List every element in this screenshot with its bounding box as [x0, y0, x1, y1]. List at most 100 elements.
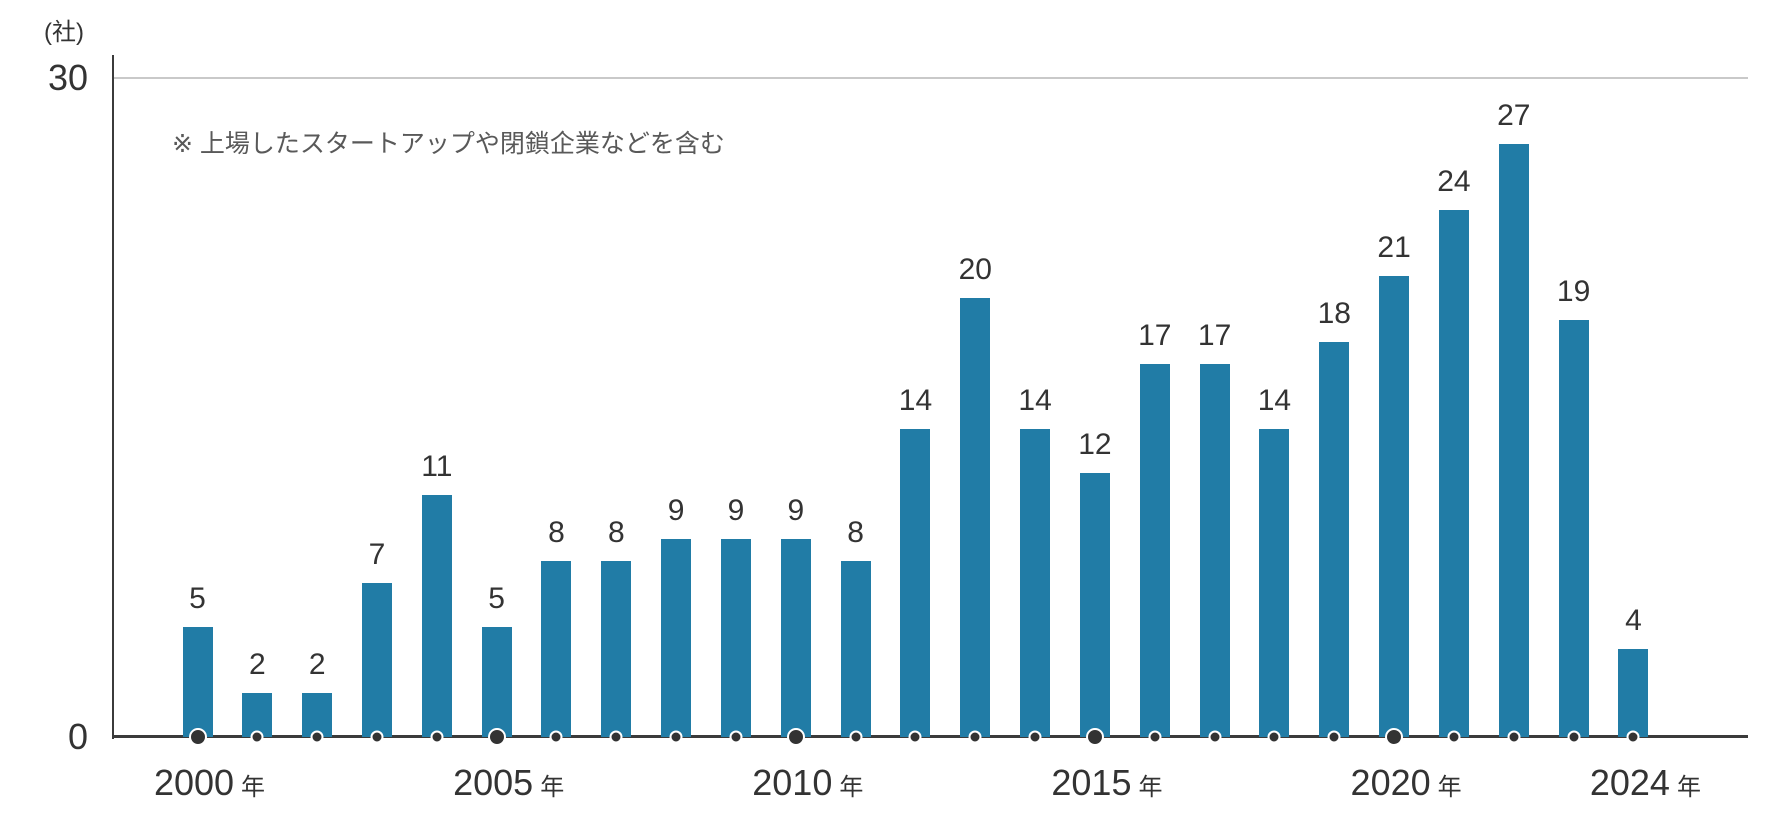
bar-2003	[361, 583, 392, 737]
axis-major-dot-2020	[1385, 727, 1404, 746]
y-axis-tick-30: 30	[47, 57, 88, 98]
x-tick-label-2005: 2005 年	[453, 763, 564, 803]
bar-2007	[601, 561, 632, 737]
bar-value-label-2023: 19	[1556, 275, 1591, 308]
bar-2011	[840, 561, 871, 737]
axis-dot-2009	[729, 730, 743, 743]
bar-value-label-2014: 14	[1018, 384, 1052, 417]
axis-dot-2017	[1208, 730, 1222, 743]
bar-value-label-2015: 12	[1078, 428, 1112, 461]
bar-2002	[302, 693, 333, 737]
axis-dot-2001	[250, 730, 264, 743]
x-tick-year-suffix: 年	[1437, 774, 1462, 801]
bar-2008	[661, 539, 692, 737]
axis-major-dot-2000	[188, 727, 207, 746]
axis-dot-2013	[968, 730, 982, 743]
bar-2004	[421, 495, 452, 737]
x-tick-label-2000: 2000 年	[154, 763, 265, 803]
axis-dot-2004	[430, 730, 444, 743]
bar-value-label-2011: 8	[847, 516, 864, 549]
bar-2015	[1079, 473, 1110, 737]
bar-2006	[541, 561, 572, 737]
x-tick-label-2024: 2024 年	[1590, 763, 1701, 803]
bar-value-label-2009: 9	[727, 494, 745, 527]
bar-value-label-2022: 27	[1497, 99, 1531, 132]
bar-2021	[1438, 210, 1469, 737]
axis-dot-2019	[1327, 730, 1341, 743]
x-tick-year-digits: 2005	[453, 762, 534, 803]
axis-dot-2003	[370, 730, 384, 743]
axis-dot-2021	[1447, 730, 1461, 743]
x-tick-year-digits: 2020	[1350, 762, 1431, 803]
bar-2014	[1020, 429, 1051, 737]
bar-2005	[481, 627, 512, 737]
bar-value-label-2002: 2	[308, 648, 326, 681]
bar-value-label-2017: 17	[1197, 319, 1232, 352]
axis-dot-2008	[669, 730, 683, 743]
axis-dot-2023	[1567, 730, 1581, 743]
bar-2024	[1618, 649, 1649, 737]
y-axis-tick-0: 0	[67, 716, 88, 757]
bar-value-label-2016: 17	[1138, 319, 1172, 352]
bar-value-label-2019: 18	[1317, 297, 1351, 330]
axis-major-dot-2010	[786, 727, 805, 746]
axis-dot-2016	[1148, 730, 1162, 743]
bar-value-label-2005: 5	[488, 582, 505, 615]
x-tick-label-2020: 2020 年	[1351, 763, 1462, 803]
x-tick-year-suffix: 年	[1676, 774, 1701, 801]
bar-2018	[1259, 429, 1290, 737]
x-tick-label-2010: 2010 年	[752, 763, 863, 803]
gridline-30	[113, 77, 1748, 79]
x-tick-label-2015: 2015 年	[1051, 763, 1162, 803]
bar-2019	[1319, 342, 1350, 737]
axis-dot-2002	[310, 730, 324, 743]
bar-value-label-2007: 8	[607, 516, 625, 549]
bar-value-label-2000: 5	[189, 582, 206, 615]
axis-dot-2024	[1626, 730, 1640, 743]
bar-value-label-2018: 14	[1257, 384, 1292, 417]
chart-note: ※ 上場したスタートアップや閉鎖企業などを含む	[172, 130, 725, 158]
bar-value-label-2021: 24	[1437, 165, 1471, 198]
bar-2012	[900, 429, 931, 737]
x-tick-year-digits: 2024	[1589, 762, 1670, 803]
x-tick-year-suffix: 年	[241, 774, 266, 801]
bar-2009	[720, 539, 751, 737]
bar-2010	[780, 539, 811, 737]
bar-value-label-2024: 4	[1625, 604, 1642, 637]
axis-major-dot-2015	[1085, 727, 1104, 746]
x-tick-year-digits: 2010	[752, 762, 833, 803]
bar-2001	[242, 693, 273, 737]
y-axis-line	[112, 55, 114, 739]
bar-2022	[1498, 144, 1529, 737]
bar-2020	[1379, 276, 1410, 737]
bar-value-label-2010: 9	[787, 494, 805, 527]
axis-dot-2011	[849, 730, 863, 743]
axis-dot-2022	[1507, 730, 1521, 743]
bar-value-label-2008: 9	[667, 494, 685, 527]
bar-2023	[1558, 320, 1589, 737]
axis-dot-2006	[549, 730, 563, 743]
bar-2013	[960, 298, 991, 737]
axis-dot-2014	[1028, 730, 1042, 743]
bar-value-label-2004: 11	[421, 450, 453, 483]
x-tick-year-suffix: 年	[540, 774, 565, 801]
axis-dot-2012	[908, 730, 922, 743]
bar-2016	[1139, 364, 1170, 737]
bar-value-label-2020: 21	[1377, 231, 1411, 264]
x-tick-year-suffix: 年	[1138, 774, 1163, 801]
bar-value-label-2006: 8	[548, 516, 565, 549]
axis-dot-2007	[609, 730, 623, 743]
bar-2000	[182, 627, 213, 737]
bar-value-label-2001: 2	[248, 648, 266, 681]
bar-value-label-2012: 14	[898, 384, 933, 417]
x-tick-year-suffix: 年	[839, 774, 864, 801]
axis-major-dot-2005	[487, 727, 506, 746]
x-tick-year-digits: 2000	[153, 762, 235, 803]
axis-dot-2018	[1267, 730, 1281, 743]
x-axis-line	[113, 735, 1748, 738]
x-tick-year-digits: 2015	[1051, 762, 1132, 803]
bar-2017	[1199, 364, 1230, 737]
y-axis-unit-label: (社)	[44, 19, 84, 46]
bar-value-label-2013: 20	[958, 253, 992, 286]
